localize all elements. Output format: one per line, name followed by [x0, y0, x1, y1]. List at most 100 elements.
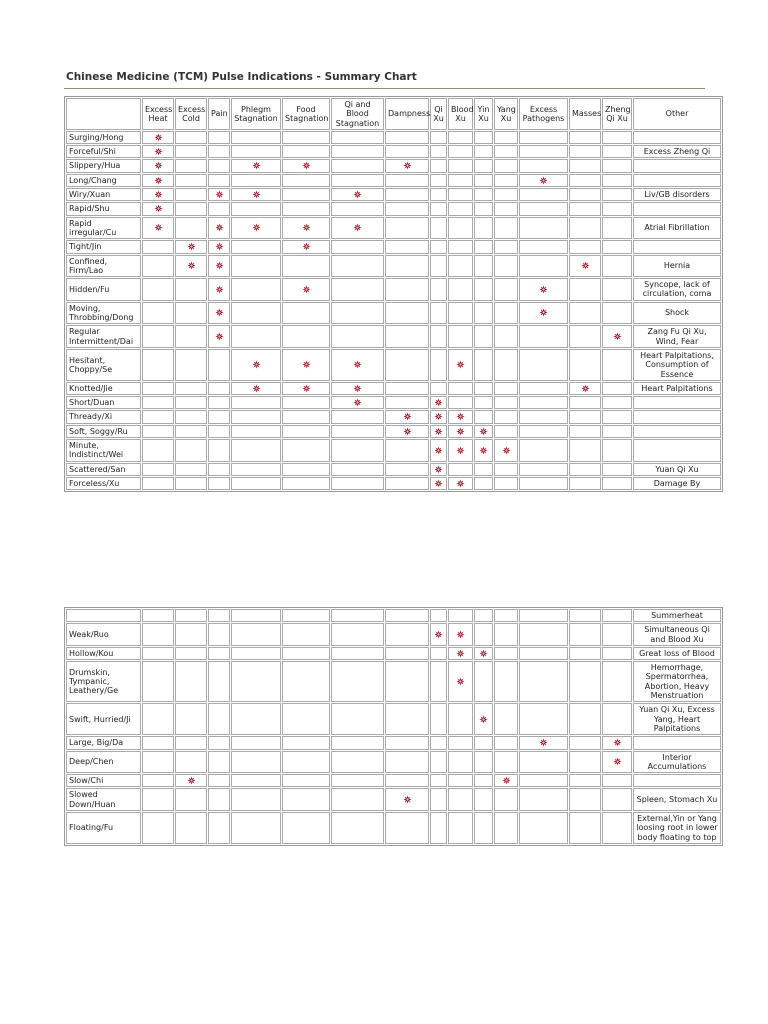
pulse-name: Forceless/Xu — [66, 476, 141, 491]
indication-cell — [602, 254, 632, 278]
indicator-mark — [353, 360, 362, 369]
indication-cell — [385, 774, 429, 788]
indication-cell — [519, 254, 568, 278]
indication-cell — [494, 736, 518, 750]
indication-cell — [175, 424, 207, 439]
indication-cell — [385, 216, 429, 240]
indication-cell — [231, 254, 281, 278]
indication-cell — [231, 381, 281, 396]
indication-cell — [231, 410, 281, 424]
indicator-mark — [456, 649, 465, 658]
indication-cell — [175, 736, 207, 750]
indication-cell — [474, 623, 493, 646]
indication-cell — [208, 130, 230, 145]
indication-cell — [519, 278, 568, 301]
indication-cell — [282, 278, 330, 301]
indication-cell — [569, 173, 601, 188]
indication-cell — [142, 173, 174, 188]
indicator-mark — [214, 242, 224, 251]
indication-cell — [231, 424, 281, 439]
indication-cell — [519, 325, 568, 348]
indication-cell — [175, 301, 207, 325]
indication-cell — [142, 736, 174, 750]
indication-cell — [494, 188, 518, 202]
indication-cell — [385, 254, 429, 278]
indication-cell — [519, 750, 568, 774]
indication-cell — [569, 661, 601, 703]
indication-cell — [208, 410, 230, 424]
indication-cell — [331, 254, 384, 278]
indication-cell — [331, 623, 384, 646]
indication-cell — [175, 623, 207, 646]
indication-cell — [569, 348, 601, 381]
indicator-mark — [153, 161, 163, 171]
indication-cell — [602, 462, 632, 476]
indicator-mark — [479, 649, 488, 658]
indication-cell — [519, 774, 568, 788]
indication-cell — [430, 788, 447, 812]
indication-cell — [175, 410, 207, 424]
pulse-name: Floating/Fu — [66, 812, 141, 844]
column-header: Phlegm Stagnation — [231, 98, 281, 130]
indication-cell — [282, 774, 330, 788]
indication-cell — [282, 812, 330, 844]
pulse-name: Moving, Throbbing/Dong — [66, 301, 141, 325]
indication-cell — [494, 462, 518, 476]
indication-cell — [430, 254, 447, 278]
other-indication — [633, 130, 721, 145]
indication-cell — [448, 462, 473, 476]
pulse-name: Deep/Chen — [66, 750, 141, 774]
indicator-mark — [301, 242, 311, 251]
other-indication — [633, 410, 721, 424]
indication-cell — [175, 476, 207, 491]
indication-cell — [494, 424, 518, 439]
indication-cell — [448, 623, 473, 646]
indication-cell — [602, 623, 632, 646]
indicator-mark — [434, 464, 443, 474]
indication-cell — [474, 410, 493, 424]
indicator-mark — [434, 398, 443, 407]
pulse-name: Rapid irregular/Cu — [66, 216, 141, 240]
indication-cell — [602, 173, 632, 188]
indication-cell — [331, 609, 384, 623]
indication-cell — [231, 646, 281, 661]
indication-cell — [519, 173, 568, 188]
indication-cell — [175, 188, 207, 202]
pulse-name: Weak/Ruo — [66, 623, 141, 646]
indication-cell — [208, 736, 230, 750]
other-indication: Heart Palpitations, Consumption of Essen… — [633, 348, 721, 381]
indication-cell — [331, 188, 384, 202]
indication-cell — [430, 173, 447, 188]
indication-cell — [430, 424, 447, 439]
indication-cell — [569, 240, 601, 254]
other-indication: Great loss of Blood — [633, 646, 721, 661]
indicator-mark — [153, 176, 163, 185]
indication-cell — [282, 301, 330, 325]
indication-cell — [494, 703, 518, 736]
pulse-name: Slowed Down/Huan — [66, 788, 141, 812]
pulse-row: Swift, Hurried/Ji Yuan Qi Xu, Excess Yang… — [66, 703, 721, 736]
indication-cell — [448, 812, 473, 844]
indication-cell — [175, 216, 207, 240]
indication-cell — [331, 216, 384, 240]
indication-cell — [142, 439, 174, 462]
pulse-row: Tight/Jin — [66, 240, 721, 254]
indicator-mark — [214, 190, 224, 199]
indication-cell — [231, 202, 281, 216]
title-rule — [64, 88, 705, 89]
pulse-row: Confined, Firm/Lao Hernia — [66, 254, 721, 278]
indication-cell — [602, 130, 632, 145]
pulse-row: Forceless/Xu Damage By — [66, 476, 721, 491]
indication-cell — [519, 609, 568, 623]
indication-cell — [519, 623, 568, 646]
indication-cell — [208, 774, 230, 788]
indication-cell — [175, 750, 207, 774]
column-header: Dampness — [385, 98, 430, 130]
indication-cell — [208, 381, 230, 396]
indication-cell — [208, 202, 230, 216]
other-indication: Summerheat — [633, 609, 721, 623]
indication-cell — [208, 278, 230, 301]
column-header: Pain — [208, 98, 230, 130]
indicator-mark — [251, 223, 261, 232]
pulse-name: Surging/Hong — [66, 130, 141, 145]
